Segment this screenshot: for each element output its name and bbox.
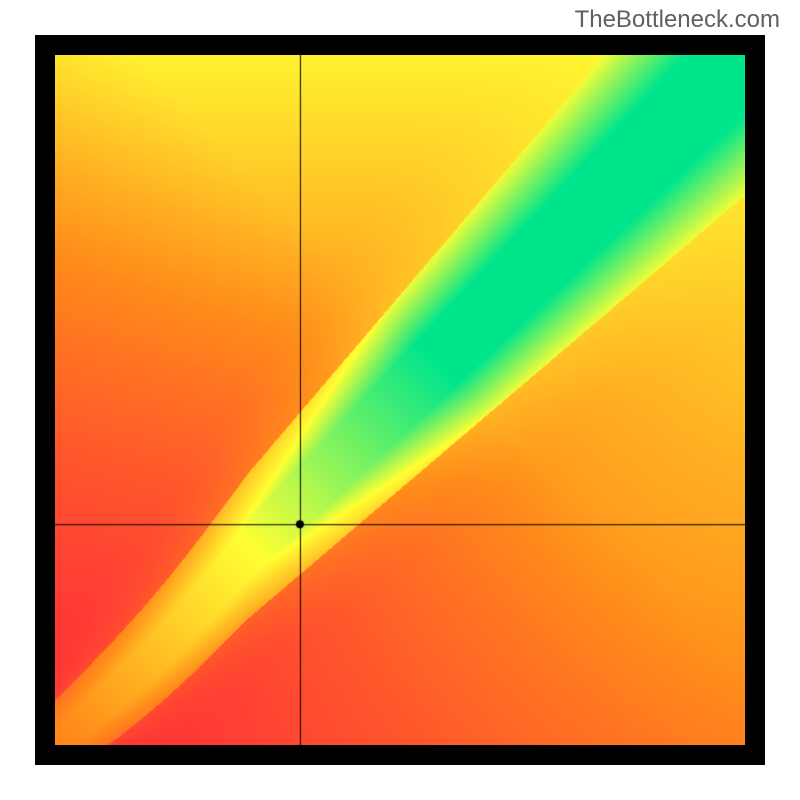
chart-container: { "watermark": "TheBottleneck.com", "cha… xyxy=(0,0,800,800)
watermark-text: TheBottleneck.com xyxy=(575,6,780,34)
heatmap-canvas xyxy=(55,55,745,745)
plot-area xyxy=(55,55,745,745)
plot-frame xyxy=(35,35,765,765)
